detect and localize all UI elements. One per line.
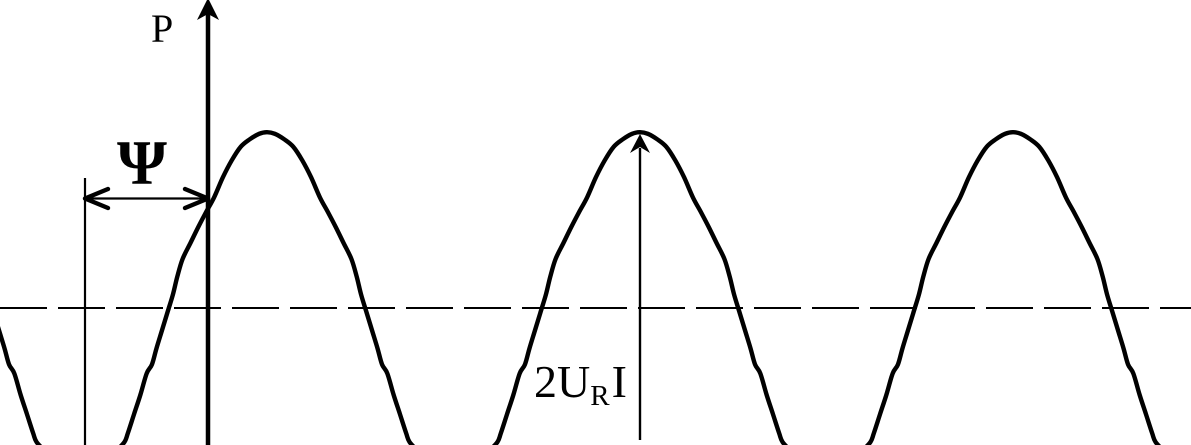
svg-text:Ψ: Ψ: [117, 127, 167, 198]
svg-text:2URI: 2URI: [534, 356, 627, 412]
svg-text:P: P: [151, 6, 173, 51]
